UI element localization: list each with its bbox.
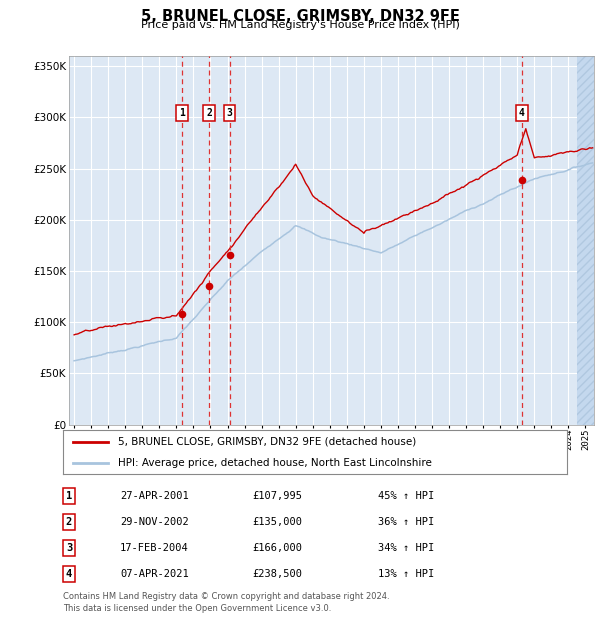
Text: 5, BRUNEL CLOSE, GRIMSBY, DN32 9FE: 5, BRUNEL CLOSE, GRIMSBY, DN32 9FE xyxy=(140,9,460,24)
Text: 4: 4 xyxy=(66,569,72,579)
Text: £238,500: £238,500 xyxy=(252,569,302,579)
Text: Contains HM Land Registry data © Crown copyright and database right 2024.: Contains HM Land Registry data © Crown c… xyxy=(63,592,389,601)
Text: 17-FEB-2004: 17-FEB-2004 xyxy=(120,543,189,553)
Bar xyxy=(577,56,594,425)
Text: 3: 3 xyxy=(227,108,233,118)
Text: Price paid vs. HM Land Registry's House Price Index (HPI): Price paid vs. HM Land Registry's House … xyxy=(140,20,460,30)
Text: 5, BRUNEL CLOSE, GRIMSBY, DN32 9FE (detached house): 5, BRUNEL CLOSE, GRIMSBY, DN32 9FE (deta… xyxy=(118,436,416,447)
Text: 4: 4 xyxy=(519,108,525,118)
Text: 3: 3 xyxy=(66,543,72,553)
Text: 13% ↑ HPI: 13% ↑ HPI xyxy=(378,569,434,579)
Text: 1: 1 xyxy=(66,491,72,501)
Text: HPI: Average price, detached house, North East Lincolnshire: HPI: Average price, detached house, Nort… xyxy=(118,458,433,468)
Text: 07-APR-2021: 07-APR-2021 xyxy=(120,569,189,579)
Text: This data is licensed under the Open Government Licence v3.0.: This data is licensed under the Open Gov… xyxy=(63,603,331,613)
Text: £135,000: £135,000 xyxy=(252,517,302,527)
Text: 45% ↑ HPI: 45% ↑ HPI xyxy=(378,491,434,501)
Text: 27-APR-2001: 27-APR-2001 xyxy=(120,491,189,501)
Text: 2: 2 xyxy=(66,517,72,527)
Text: 36% ↑ HPI: 36% ↑ HPI xyxy=(378,517,434,527)
Text: £107,995: £107,995 xyxy=(252,491,302,501)
Text: 2: 2 xyxy=(206,108,212,118)
Text: 34% ↑ HPI: 34% ↑ HPI xyxy=(378,543,434,553)
Text: 29-NOV-2002: 29-NOV-2002 xyxy=(120,517,189,527)
Text: 1: 1 xyxy=(179,108,185,118)
Text: £166,000: £166,000 xyxy=(252,543,302,553)
